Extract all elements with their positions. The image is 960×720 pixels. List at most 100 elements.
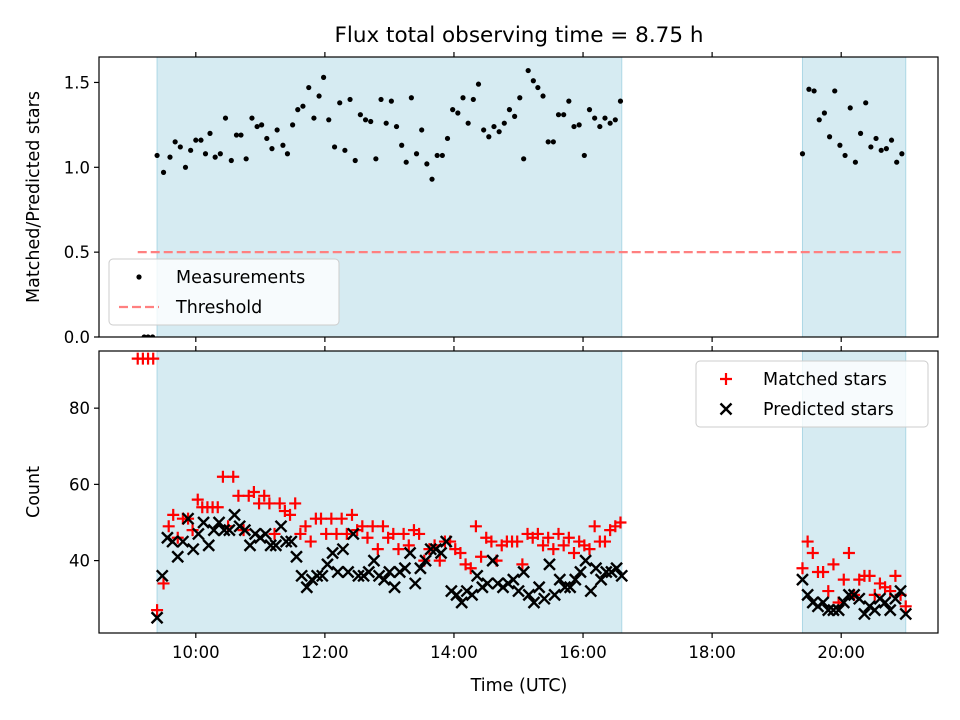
data-point (274, 519, 288, 533)
data-point (525, 67, 531, 74)
data-point (485, 535, 498, 548)
data-point (263, 497, 276, 510)
plot-area (131, 352, 913, 625)
data-point (847, 105, 853, 111)
data-point (550, 139, 556, 145)
data-point (589, 561, 603, 575)
data-point (588, 520, 601, 533)
data-point (403, 159, 409, 165)
y-tick-label: 80 (69, 399, 90, 418)
data-point (268, 527, 281, 540)
data-point (424, 161, 430, 167)
data-point (424, 542, 438, 556)
data-point (434, 152, 440, 159)
data-point (481, 577, 494, 590)
data-point (320, 74, 327, 80)
data-point (356, 520, 369, 533)
data-point (383, 120, 389, 126)
data-point (811, 88, 817, 94)
data-point (557, 539, 570, 552)
data-point (568, 573, 582, 586)
data-point (388, 98, 394, 104)
data-point (455, 596, 469, 609)
data-point (547, 543, 560, 556)
data-point (141, 334, 147, 337)
data-point (444, 135, 451, 142)
data-point (878, 147, 884, 153)
data-point (594, 573, 608, 586)
data-point (553, 573, 567, 586)
data-point (530, 78, 536, 84)
data-point (486, 134, 492, 140)
data-point (294, 527, 307, 540)
data-point (399, 142, 405, 148)
data-point (289, 497, 302, 510)
data-point (806, 546, 819, 559)
x-tick-label: 18:00 (688, 643, 736, 662)
data-point (571, 123, 577, 130)
data-point (455, 110, 461, 116)
data-point (460, 95, 466, 101)
data-point (362, 565, 376, 579)
data-point (357, 112, 363, 118)
axes-frame (98, 56, 939, 338)
data-point (511, 535, 524, 548)
data-point (470, 96, 476, 103)
data-point (295, 107, 301, 113)
data-point (852, 159, 858, 165)
data-point (171, 550, 185, 564)
data-point (387, 527, 400, 540)
data-point (193, 137, 199, 143)
data-point (145, 334, 151, 337)
data-point (247, 486, 260, 498)
axes-frame (98, 350, 939, 634)
data-point (162, 520, 175, 533)
data-point (888, 137, 895, 143)
data-point (832, 88, 838, 94)
data-point (331, 565, 345, 579)
data-point (796, 562, 809, 575)
data-point (558, 580, 572, 594)
data-point (506, 573, 520, 586)
data-point (402, 539, 415, 552)
data-point (889, 569, 902, 582)
data-point (413, 527, 426, 540)
data-point (342, 147, 348, 153)
data-point (883, 603, 897, 617)
data-point (340, 527, 353, 540)
data-point (397, 527, 410, 540)
data-point (816, 117, 822, 123)
y-axis-label: Count (24, 466, 44, 518)
data-point (522, 588, 536, 602)
data-point (821, 603, 835, 617)
legend-label: Measurements (176, 268, 305, 288)
legend-label: Threshold (175, 298, 262, 318)
data-point (352, 157, 358, 164)
data-point (181, 512, 195, 526)
data-point (574, 565, 587, 579)
data-point (806, 86, 812, 92)
data-point (306, 84, 312, 91)
data-point (367, 554, 381, 567)
data-point (450, 588, 463, 602)
data-point (857, 130, 864, 136)
data-point (273, 497, 286, 510)
data-point (496, 129, 502, 135)
data-point (192, 527, 205, 541)
data-point (610, 561, 623, 575)
data-point (555, 112, 562, 118)
data-point (249, 115, 255, 121)
data-point (299, 520, 312, 533)
data-point (217, 151, 223, 157)
data-point (188, 147, 194, 153)
y-tick-label: 60 (69, 475, 90, 494)
y-tick-label: 40 (69, 552, 90, 571)
data-point (842, 588, 856, 602)
data-point (243, 156, 249, 162)
x-axis-label: Time (UTC) (470, 676, 568, 696)
data-point (150, 611, 164, 625)
data-point (284, 508, 297, 521)
data-point (817, 566, 830, 579)
data-point (211, 501, 224, 514)
data-point (868, 144, 874, 150)
